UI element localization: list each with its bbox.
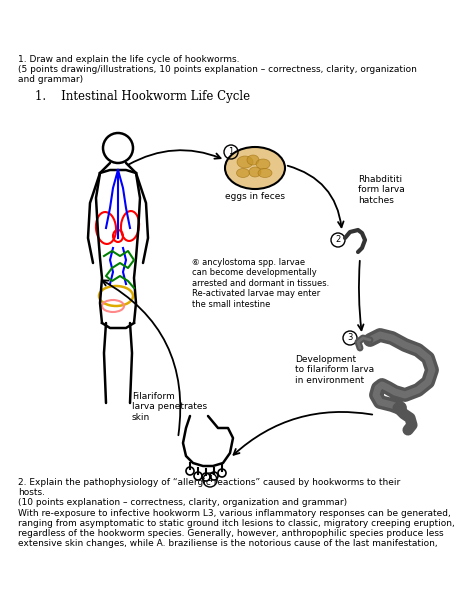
Text: 1.    Intestinal Hookworm Life Cycle: 1. Intestinal Hookworm Life Cycle	[35, 90, 250, 103]
Text: 4: 4	[207, 476, 213, 484]
Text: extensive skin changes, while A. braziliense is the notorious cause of the last : extensive skin changes, while A. brazili…	[18, 539, 438, 548]
Text: 2. Explain the pathophysiology of “allergic reactions” caused by hookworms to th: 2. Explain the pathophysiology of “aller…	[18, 478, 400, 487]
Ellipse shape	[247, 155, 259, 165]
Ellipse shape	[237, 156, 253, 168]
Ellipse shape	[258, 169, 272, 178]
Text: ranging from asymptomatic to static ground itch lesions to classic, migratory cr: ranging from asymptomatic to static grou…	[18, 519, 455, 528]
Ellipse shape	[256, 159, 270, 169]
Text: and grammar): and grammar)	[18, 75, 83, 84]
Text: Development
to filariform larva
in environment: Development to filariform larva in envir…	[295, 355, 374, 385]
Text: ⑥ ancylostoma spp. larvae
can become developmentally
arrested and dormant in tis: ⑥ ancylostoma spp. larvae can become dev…	[192, 258, 329, 308]
Text: 3: 3	[347, 333, 353, 343]
Text: (5 points drawing/illustrations, 10 points explanation – correctness, clarity, o: (5 points drawing/illustrations, 10 poin…	[18, 65, 417, 74]
Ellipse shape	[249, 167, 261, 177]
Text: regardless of the hookworm species. Generally, however, anthropophilic species p: regardless of the hookworm species. Gene…	[18, 529, 444, 538]
Text: With re-exposure to infective hookworm L3, various inflammatory responses can be: With re-exposure to infective hookworm L…	[18, 509, 451, 518]
Ellipse shape	[225, 147, 285, 189]
Text: Filariform
larva penetrates
skin: Filariform larva penetrates skin	[132, 392, 207, 422]
Text: 1. Draw and explain the life cycle of hookworms.: 1. Draw and explain the life cycle of ho…	[18, 55, 239, 64]
Text: 2: 2	[336, 235, 341, 245]
Text: Rhabdititi
form larva
hatches: Rhabdititi form larva hatches	[358, 175, 405, 205]
Text: 1: 1	[228, 148, 234, 156]
Text: eggs in feces: eggs in feces	[225, 192, 285, 201]
Text: hosts.: hosts.	[18, 488, 45, 497]
Ellipse shape	[237, 169, 249, 178]
Text: (10 points explanation – correctness, clarity, organization and grammar): (10 points explanation – correctness, cl…	[18, 498, 347, 507]
